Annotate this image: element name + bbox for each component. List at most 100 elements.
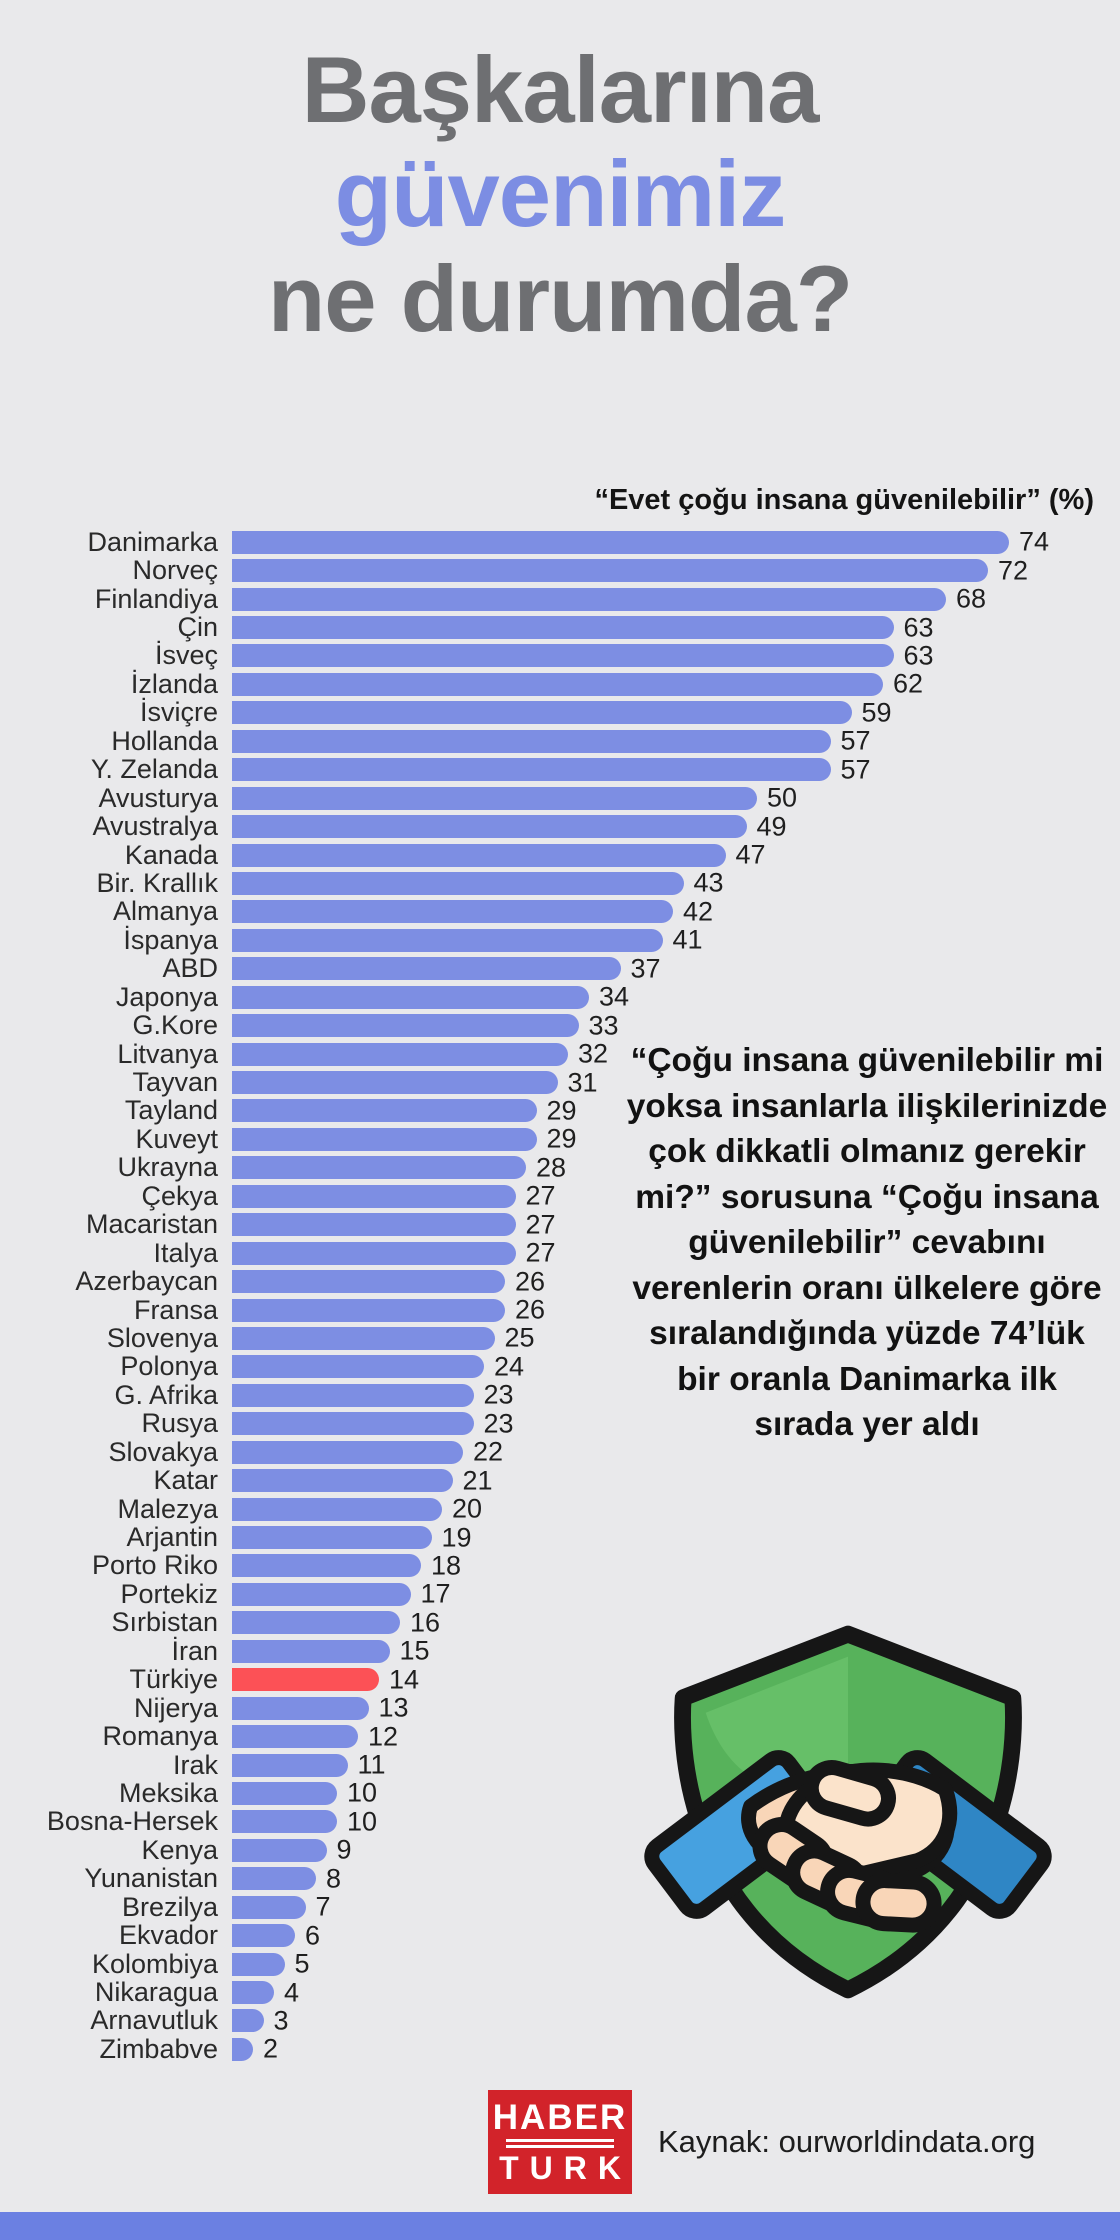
title-line-3: ne durumda? xyxy=(267,245,853,351)
value-bar xyxy=(232,587,946,611)
annotation-text: “Çoğu insana güvenilebilir mi yoksa insa… xyxy=(626,1042,1108,1444)
table-row: Katar 21 xyxy=(0,1465,1120,1496)
bar-track: 29 xyxy=(232,1124,1120,1154)
value-bar xyxy=(232,1156,526,1180)
value-bar xyxy=(232,957,621,981)
value-bar xyxy=(232,1696,369,1720)
bar-track: 42 xyxy=(232,896,1120,926)
value-bar xyxy=(232,1014,579,1038)
bar-track: 33 xyxy=(232,1010,1120,1040)
table-row: Almanya 42 xyxy=(0,896,1120,926)
country-label: Bir. Krallık xyxy=(96,867,218,898)
bar-track: 29 xyxy=(232,1095,1120,1125)
table-row: Danimarka 74 xyxy=(0,526,1120,557)
bar-track: 16 xyxy=(232,1607,1120,1637)
title-line-2: güvenimiz xyxy=(334,141,787,247)
country-label: Nijerya xyxy=(133,1692,218,1723)
country-label: ABD xyxy=(162,953,218,984)
value-bar xyxy=(232,1412,474,1436)
bar-track: 7 xyxy=(232,1892,1120,1922)
value-label: 12 xyxy=(368,1721,399,1752)
bar-track: 13 xyxy=(232,1693,1120,1723)
value-bar xyxy=(232,1895,306,1919)
bar-track: 41 xyxy=(232,925,1120,955)
table-row: Slovenya 25 xyxy=(0,1323,1120,1353)
value-bar xyxy=(232,1213,516,1237)
value-bar xyxy=(232,1440,463,1464)
table-row: Litvanya 32 xyxy=(0,1038,1120,1069)
value-bar xyxy=(232,1497,442,1521)
value-label: 26 xyxy=(515,1266,546,1297)
bar-track: 20 xyxy=(232,1494,1120,1524)
bar-track: 25 xyxy=(232,1323,1120,1353)
value-label: 32 xyxy=(578,1038,609,1069)
bar-track: 74 xyxy=(232,527,1120,557)
value-bar xyxy=(232,1326,495,1350)
country-label: İsviçre xyxy=(139,697,218,728)
value-label: 47 xyxy=(735,839,766,870)
value-label: 62 xyxy=(893,668,924,699)
value-label: 43 xyxy=(693,867,724,898)
value-bar xyxy=(232,1952,285,1976)
value-label: 10 xyxy=(347,1777,378,1808)
table-row: Türkiye 14 xyxy=(0,1664,1120,1694)
bar-track: 34 xyxy=(232,982,1120,1012)
table-row: Kolombiya 5 xyxy=(0,1949,1120,1979)
value-bar xyxy=(232,1355,484,1379)
table-row: Nijerya 13 xyxy=(0,1692,1120,1723)
bar-track: 18 xyxy=(232,1550,1120,1580)
value-label: 57 xyxy=(840,725,871,756)
country-label: Rusya xyxy=(141,1408,218,1439)
country-label: Katar xyxy=(153,1465,218,1496)
value-label: 7 xyxy=(315,1891,331,1922)
country-label: İspanya xyxy=(123,924,218,955)
bar-track: 3 xyxy=(232,2005,1120,2035)
country-label: Meksika xyxy=(118,1777,218,1808)
value-label: 8 xyxy=(326,1863,342,1894)
bar-track: 9 xyxy=(232,1835,1120,1865)
logo-divider xyxy=(506,2139,614,2142)
table-row: Kenya 9 xyxy=(0,1835,1120,1865)
value-label: 4 xyxy=(284,1977,300,2008)
table-row: Bir. Krallık 43 xyxy=(0,867,1120,898)
value-bar xyxy=(232,1725,358,1749)
value-bar xyxy=(232,729,831,753)
country-label: Arnavutluk xyxy=(90,2005,218,2036)
bar-track: 5 xyxy=(232,1949,1120,1979)
table-row: Çin 63 xyxy=(0,612,1120,642)
value-bar xyxy=(232,1554,421,1578)
value-label: 17 xyxy=(420,1578,451,1609)
value-label: 31 xyxy=(567,1067,598,1098)
bar-track: 72 xyxy=(232,555,1120,585)
table-row: Porto Riko 18 xyxy=(0,1550,1120,1580)
table-row: G.Kore 33 xyxy=(0,1010,1120,1040)
bar-track: 28 xyxy=(232,1152,1120,1182)
value-label: 15 xyxy=(399,1635,430,1666)
country-label: Nikaragua xyxy=(94,1977,218,2008)
bar-track: 31 xyxy=(232,1067,1120,1097)
country-label: Polonya xyxy=(120,1351,218,1382)
country-label: Malezya xyxy=(117,1493,218,1524)
value-label: 26 xyxy=(515,1294,546,1325)
value-label: 11 xyxy=(357,1749,386,1780)
table-row: İsveç 63 xyxy=(0,640,1120,670)
logo-text-top: HABER xyxy=(492,2098,628,2137)
country-label: Kuveyt xyxy=(135,1123,218,1154)
country-label: Danimarka xyxy=(87,526,218,557)
value-bar xyxy=(232,1611,400,1635)
value-bar xyxy=(232,758,831,782)
value-bar xyxy=(232,616,894,640)
bar-track: 26 xyxy=(232,1266,1120,1296)
bar-track: 4 xyxy=(232,1977,1120,2007)
value-label: 57 xyxy=(840,754,871,785)
value-bar xyxy=(232,843,726,867)
country-label: Irak xyxy=(172,1749,218,1780)
value-label: 50 xyxy=(767,782,798,813)
table-row: Italya 27 xyxy=(0,1238,1120,1268)
country-label: G. Afrika xyxy=(114,1379,218,1410)
bar-track: 50 xyxy=(232,783,1120,813)
value-bar xyxy=(232,2009,264,2033)
value-bar xyxy=(232,1099,537,1123)
table-row: Romanya 12 xyxy=(0,1721,1120,1752)
title-line-1: Başkalarına xyxy=(301,37,820,142)
